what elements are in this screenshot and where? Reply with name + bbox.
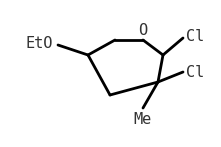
Text: Cl: Cl xyxy=(186,29,204,44)
Text: Cl: Cl xyxy=(186,65,204,80)
Text: Me: Me xyxy=(134,112,152,127)
Text: O: O xyxy=(138,23,148,38)
Text: EtO: EtO xyxy=(26,35,53,51)
